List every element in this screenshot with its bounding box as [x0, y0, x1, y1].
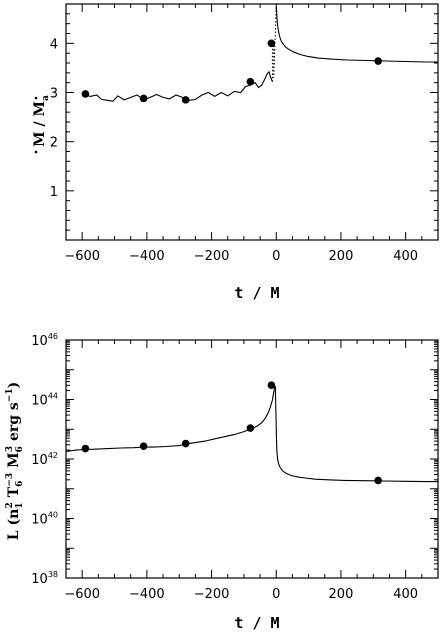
data-point-marker — [246, 77, 255, 86]
y-tick-label: 1046 — [31, 332, 58, 349]
data-point-marker — [81, 444, 90, 453]
x-tick-labels-top: −600 −400 −200 0 200 400 — [64, 249, 418, 264]
y-title-bot-lead: L (n — [6, 509, 22, 541]
markers-top — [81, 39, 382, 104]
plot-frame-top — [65, 3, 439, 241]
y-tick-label-base: 10 — [31, 453, 48, 468]
x-tick-label: −200 — [194, 249, 230, 264]
y-tick-label-base: 10 — [31, 334, 48, 349]
dot-accent — [34, 150, 38, 154]
y-title-bot-c-sup: 3 — [5, 446, 15, 452]
series-line — [275, 6, 438, 63]
x-tick-label: −600 — [64, 587, 100, 602]
y-tick-label: 1 — [50, 185, 58, 200]
y-tick-label: 1040 — [31, 511, 58, 528]
x-tick-label: 400 — [393, 587, 418, 602]
plot-frame-bottom — [65, 339, 439, 579]
data-point-marker — [139, 442, 148, 451]
data-point-marker — [267, 39, 276, 48]
series-line — [65, 385, 276, 453]
y-title-bot-b-sup: −3 — [5, 473, 15, 487]
data-point-marker — [267, 381, 276, 390]
y-tick-label-exponent: 40 — [48, 511, 58, 520]
x-tick-label: 0 — [272, 249, 280, 264]
y-title-bot-c-sub: 6 — [15, 446, 25, 452]
y-title-top-sub: a — [41, 95, 51, 101]
y-tick-label: 1042 — [31, 451, 58, 468]
x-tick-label: −400 — [129, 249, 165, 264]
y-title-bot-b-sub: 6 — [15, 481, 25, 487]
x-tick-label: −200 — [194, 587, 230, 602]
x-tick-label: 0 — [272, 587, 280, 602]
y-title-bot-a-sub: 1 — [15, 502, 25, 508]
y-tick-label-exponent: 42 — [48, 451, 58, 460]
data-point-marker — [81, 90, 90, 98]
y-tick-label: 1044 — [31, 392, 58, 409]
y-tick-label-base: 10 — [31, 394, 48, 409]
data-point-marker — [181, 96, 190, 104]
y-title-top-lead: M — [32, 131, 48, 147]
ticks-bottom — [66, 340, 439, 579]
y-tick-label-exponent: 44 — [48, 392, 58, 401]
data-point-marker — [374, 57, 382, 65]
data-point-marker — [139, 94, 148, 103]
y-tick-label: 1038 — [31, 570, 58, 587]
y-title-bot-d-sup: −1 — [5, 388, 15, 402]
y-tick-label-base: 10 — [31, 513, 48, 528]
markers-bottom — [81, 381, 382, 485]
dot-accent — [34, 96, 38, 100]
x-tick-label: −400 — [129, 587, 165, 602]
data-point-marker — [181, 439, 190, 448]
x-tick-label: 200 — [329, 587, 354, 602]
series-bottom — [65, 385, 438, 483]
x-axis-title-bottom: t / M — [234, 614, 279, 632]
y-title-bot-a-sup: 2 — [5, 502, 15, 508]
y-title-bot-b: T — [6, 486, 22, 502]
y-title-bot-c: M — [6, 452, 22, 472]
x-axis-title-top: t / M — [234, 284, 279, 302]
y-tick-label-base: 10 — [31, 572, 48, 587]
panel-mdot: −600 −400 −200 0 200 400 1 2 3 4 t / M M / Ma — [32, 3, 439, 302]
x-tick-label: 400 — [393, 249, 418, 264]
y-tick-label: 4 — [50, 37, 58, 52]
data-point-marker — [246, 424, 255, 432]
series-line — [82, 70, 273, 102]
y-tick-label: 3 — [50, 87, 58, 102]
y-tick-label-exponent: 38 — [48, 570, 58, 579]
series-line — [274, 386, 438, 483]
series-top — [82, 6, 438, 102]
y-axis-title-top: M / Ma — [32, 95, 51, 147]
y-tick-label: 2 — [50, 136, 58, 151]
y-title-dot-accents — [34, 96, 38, 154]
x-tick-label: 200 — [329, 249, 354, 264]
ticks-top — [66, 3, 439, 241]
y-title-top-trail: M — [32, 101, 48, 117]
panel-luminosity: −600 −400 −200 0 200 400 10381040104210441046… — [5, 332, 439, 632]
x-tick-label: −600 — [64, 249, 100, 264]
y-title-top-mid: / — [32, 116, 48, 131]
x-tick-labels-bottom: −600 −400 −200 0 200 400 — [64, 587, 418, 602]
y-title-bot-close: ) — [6, 382, 22, 389]
y-title-bot-d: erg s — [6, 402, 22, 446]
y-axis-title-bottom: L (n12 T6−3 M63 erg s−1) — [5, 382, 25, 540]
data-point-marker — [374, 476, 382, 485]
y-tick-label-exponent: 46 — [48, 332, 58, 341]
y-tick-labels-top: 1 2 3 4 — [50, 37, 58, 200]
